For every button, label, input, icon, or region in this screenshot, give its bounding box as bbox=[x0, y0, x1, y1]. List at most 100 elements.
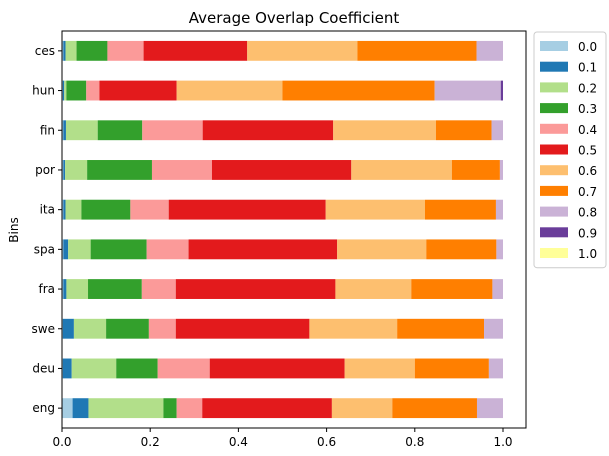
bar-segment-por-0.5 bbox=[211, 160, 352, 180]
x-tick-label-1.0: 1.0 bbox=[493, 435, 512, 449]
bar-segment-spa-0.1 bbox=[63, 239, 69, 260]
bar-segment-deu-0.1 bbox=[62, 358, 72, 379]
x-tick-label-0.0: 0.0 bbox=[52, 435, 71, 449]
bar-segment-por-0.3 bbox=[87, 160, 152, 180]
bar-segment-swe-0.4 bbox=[148, 318, 176, 339]
bar-segment-spa-0.6 bbox=[337, 239, 427, 260]
bar-segment-hun-0.9 bbox=[500, 80, 503, 101]
bar-segment-ces-0.7 bbox=[357, 40, 477, 61]
bar-segment-ita-0.6 bbox=[325, 199, 425, 220]
bar-segment-ita-0.0 bbox=[62, 199, 64, 220]
bar-segment-ces-0.4 bbox=[107, 40, 144, 61]
legend-label-0.0: 0.0 bbox=[578, 40, 597, 54]
y-tick-label-hun: hun bbox=[32, 84, 55, 98]
y-tick-label-swe: swe bbox=[32, 322, 55, 336]
bar-segment-swe-0.3 bbox=[106, 318, 149, 339]
bar-segment-spa-0.8 bbox=[496, 239, 503, 260]
legend-swatch-1.0 bbox=[540, 248, 568, 258]
bar-segment-deu-0.7 bbox=[414, 358, 489, 379]
bar-segment-fin-0.4 bbox=[142, 120, 203, 141]
legend-swatch-0.3 bbox=[540, 103, 568, 114]
bar-segment-eng-0.5 bbox=[202, 398, 332, 419]
bars-group bbox=[62, 40, 503, 419]
bar-segment-deu-0.2 bbox=[71, 358, 117, 379]
bar-segment-ces-0.3 bbox=[76, 40, 108, 61]
legend-label-0.8: 0.8 bbox=[578, 206, 597, 220]
plot-frame bbox=[61, 30, 527, 429]
bar-segment-ita-0.1 bbox=[63, 199, 66, 220]
bar-segment-hun-0.7 bbox=[282, 80, 435, 101]
y-tick-label-por: por bbox=[35, 163, 55, 177]
y-tick-label-fra: fra bbox=[38, 282, 55, 296]
bar-segment-ita-0.3 bbox=[81, 199, 131, 220]
bar-segment-por-0.8 bbox=[499, 160, 503, 180]
bar-segment-hun-0.2 bbox=[64, 80, 67, 101]
bar-segment-hun-0.1 bbox=[62, 80, 65, 101]
bar-segment-swe-0.8 bbox=[484, 318, 503, 339]
bar-segment-fra-0.8 bbox=[492, 279, 503, 299]
bar-segment-ces-0.8 bbox=[476, 40, 503, 61]
legend: 0.0 0.1 0.2 0.3 0.4 0.5 0.6 0.7 0.8 0.9 1.0 bbox=[533, 31, 607, 269]
bar-segment-fin-0.5 bbox=[202, 120, 334, 141]
bar-segment-spa-0.4 bbox=[146, 239, 189, 260]
bar-segment-hun-0.3 bbox=[66, 80, 87, 101]
bar-segment-eng-0.1 bbox=[72, 398, 89, 419]
y-axis-label: Bins bbox=[7, 217, 21, 242]
bar-segment-swe-0.1 bbox=[62, 318, 74, 339]
x-tick-label-0.2: 0.2 bbox=[141, 435, 160, 449]
bar-segment-hun-0.8 bbox=[434, 80, 501, 101]
y-tick-label-deu: deu bbox=[32, 361, 55, 375]
legend-swatch-0.9 bbox=[540, 227, 568, 238]
bar-segment-ita-0.5 bbox=[168, 199, 326, 220]
legend-label-0.7: 0.7 bbox=[578, 185, 597, 199]
bar-segment-hun-0.5 bbox=[99, 80, 177, 101]
y-tick-label-ita: ita bbox=[40, 203, 55, 217]
legend-label-0.6: 0.6 bbox=[578, 164, 597, 178]
bar-segment-fin-0.0 bbox=[62, 120, 64, 141]
bar-segment-fra-0.6 bbox=[335, 279, 412, 299]
bar-segment-hun-0.6 bbox=[176, 80, 283, 101]
bar-segment-deu-0.6 bbox=[344, 358, 415, 379]
legend-label-0.2: 0.2 bbox=[578, 81, 597, 95]
bar-segment-ita-0.8 bbox=[495, 199, 503, 220]
bar-segment-eng-0.8 bbox=[476, 398, 503, 419]
bar-segment-fin-0.6 bbox=[333, 120, 436, 141]
bar-segment-swe-0.5 bbox=[175, 318, 310, 339]
legend-swatch-0.6 bbox=[540, 165, 568, 176]
bar-segment-por-0.1 bbox=[63, 160, 66, 180]
legend-swatch-0.1 bbox=[540, 61, 568, 72]
y-tick-label-fin: fin bbox=[40, 123, 55, 137]
bar-segment-deu-0.8 bbox=[488, 358, 503, 379]
bar-segment-fra-0.3 bbox=[88, 279, 142, 299]
legend-swatch-0.4 bbox=[540, 123, 568, 134]
bar-segment-spa-0.2 bbox=[68, 239, 91, 260]
bar-segment-fra-0.0 bbox=[62, 279, 64, 299]
bar-segment-fin-0.3 bbox=[97, 120, 143, 141]
legend-label-1.0: 1.0 bbox=[578, 247, 597, 261]
axes-group: ces hun fin por ita spa fra swe deu eng 0.0 0.2 0.4 0… bbox=[32, 30, 527, 449]
bar-segment-swe-0.6 bbox=[309, 318, 398, 339]
bar-segment-fra-0.4 bbox=[141, 279, 176, 299]
legend-swatch-0.0 bbox=[540, 41, 568, 51]
bar-segment-eng-0.7 bbox=[392, 398, 477, 419]
bar-segment-ces-0.2 bbox=[65, 40, 77, 61]
bar-segment-fin-0.2 bbox=[65, 120, 98, 141]
bar-segment-swe-0.2 bbox=[73, 318, 107, 339]
legend-label-0.4: 0.4 bbox=[578, 123, 597, 137]
bar-segment-eng-0.3 bbox=[163, 398, 177, 419]
bar-segment-spa-0.0 bbox=[62, 239, 64, 260]
bar-segment-ita-0.4 bbox=[130, 199, 169, 220]
bar-segment-por-0.4 bbox=[151, 160, 212, 180]
bar-segment-fin-0.7 bbox=[435, 120, 492, 141]
legend-label-0.3: 0.3 bbox=[578, 102, 597, 116]
bar-segment-por-0.6 bbox=[351, 160, 452, 180]
chart-title: Average Overlap Coefficient bbox=[189, 9, 400, 27]
legend-label-0.1: 0.1 bbox=[578, 61, 597, 75]
bar-segment-por-0.0 bbox=[62, 160, 64, 180]
y-tick-label-spa: spa bbox=[34, 242, 55, 256]
legend-label-0.5: 0.5 bbox=[578, 144, 597, 158]
bar-segment-ces-0.6 bbox=[247, 40, 358, 61]
bar-segment-spa-0.7 bbox=[426, 239, 497, 260]
bar-segment-eng-0.6 bbox=[331, 398, 393, 419]
